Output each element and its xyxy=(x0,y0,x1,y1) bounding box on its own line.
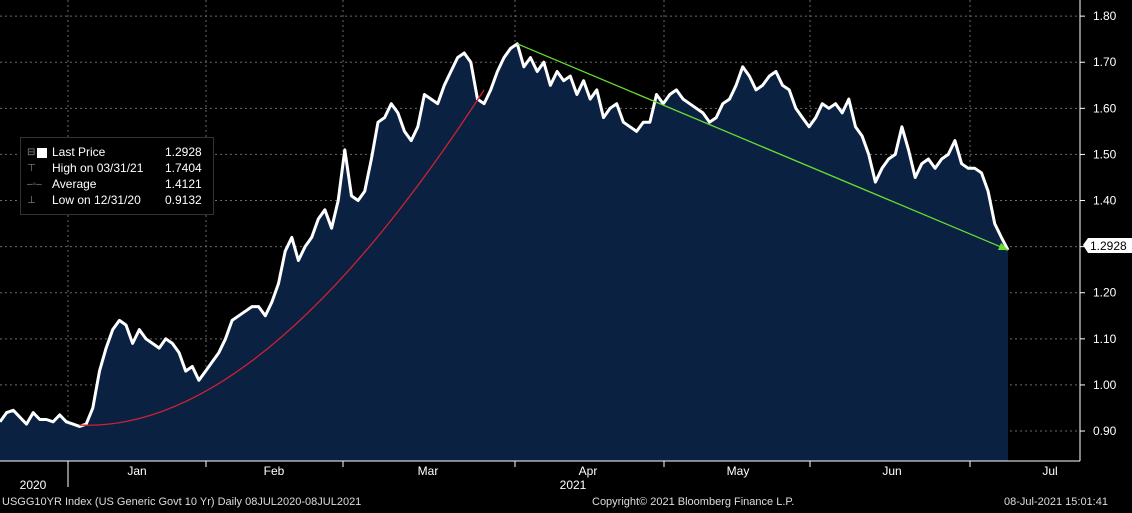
legend-label: Average xyxy=(52,177,97,191)
legend-value: 1.2928 xyxy=(165,145,202,159)
legend-row-last-price: ⊟ Last Price 1.2928 xyxy=(21,145,213,160)
y-tick-label: 1.10 xyxy=(1093,332,1117,346)
year-label: 2020 xyxy=(20,478,47,492)
x-tick-label: Feb xyxy=(264,464,285,478)
footer-ticker-info: USGG10YR Index (US Generic Govt 10 Yr) D… xyxy=(2,496,362,508)
last-price-label: 1.2928 xyxy=(1083,238,1132,253)
x-tick-label: Apr xyxy=(579,464,598,478)
y-tick-label: 1.60 xyxy=(1093,101,1117,115)
x-tick-label: Jul xyxy=(1042,464,1057,478)
x-tick-label: Jan xyxy=(127,464,146,478)
legend-value: 1.4121 xyxy=(165,177,202,191)
legend-row-high: ⊤ High on 03/31/21 1.7404 xyxy=(21,161,213,176)
y-tick-label: 1.40 xyxy=(1093,194,1117,208)
downtrend-line xyxy=(517,43,1009,251)
x-tick-label: Mar xyxy=(418,464,439,478)
collapse-icon[interactable]: ⊟ xyxy=(27,147,36,158)
y-tick-label: 1.00 xyxy=(1093,378,1117,392)
downtrend-arrowhead xyxy=(998,242,1008,250)
y-tick-label: 1.80 xyxy=(1093,9,1117,23)
y-tick-label: 0.90 xyxy=(1093,424,1117,438)
legend-label: Low on 12/31/20 xyxy=(52,193,141,207)
x-tick-label: May xyxy=(727,464,750,478)
average-marker-icon: –◦– xyxy=(27,179,42,190)
legend: ⊟ Last Price 1.2928 ⊤ High on 03/31/21 1… xyxy=(20,137,214,215)
x-axis: Jan Feb Mar Apr May Jun Jul 2020 2021 xyxy=(0,460,1080,492)
legend-label: Last Price xyxy=(52,145,106,159)
y-tick-label: 1.50 xyxy=(1093,147,1117,161)
legend-value: 1.7404 xyxy=(165,161,202,175)
year-label: 2021 xyxy=(560,478,587,492)
low-marker-icon: ⊥ xyxy=(27,195,36,206)
price-line xyxy=(0,42,1010,428)
footer-timestamp: 08-Jul-2021 15:01:41 xyxy=(1004,496,1108,508)
y-tick-label: 1.20 xyxy=(1093,286,1117,300)
legend-row-low: ⊥ Low on 12/31/20 0.9132 xyxy=(21,193,213,208)
legend-swatch-white xyxy=(37,148,47,158)
high-marker-icon: ⊤ xyxy=(27,163,36,174)
y-tick-label: 1.70 xyxy=(1093,55,1117,69)
x-tick-label: Jun xyxy=(882,464,901,478)
area-fill xyxy=(0,43,1008,462)
y-axis: 1.801.701.601.501.401.301.201.101.000.90 xyxy=(1079,0,1117,461)
uptrend-curve xyxy=(79,89,485,426)
legend-value: 0.9132 xyxy=(165,193,202,207)
last-price-tag xyxy=(1083,238,1132,253)
legend-label: High on 03/31/21 xyxy=(52,161,144,175)
legend-row-average: –◦– Average 1.4121 xyxy=(21,177,213,192)
footer-copyright: Copyright© 2021 Bloomberg Finance L.P. xyxy=(592,496,795,508)
last-price-tag-value: 1.2928 xyxy=(1090,239,1127,253)
